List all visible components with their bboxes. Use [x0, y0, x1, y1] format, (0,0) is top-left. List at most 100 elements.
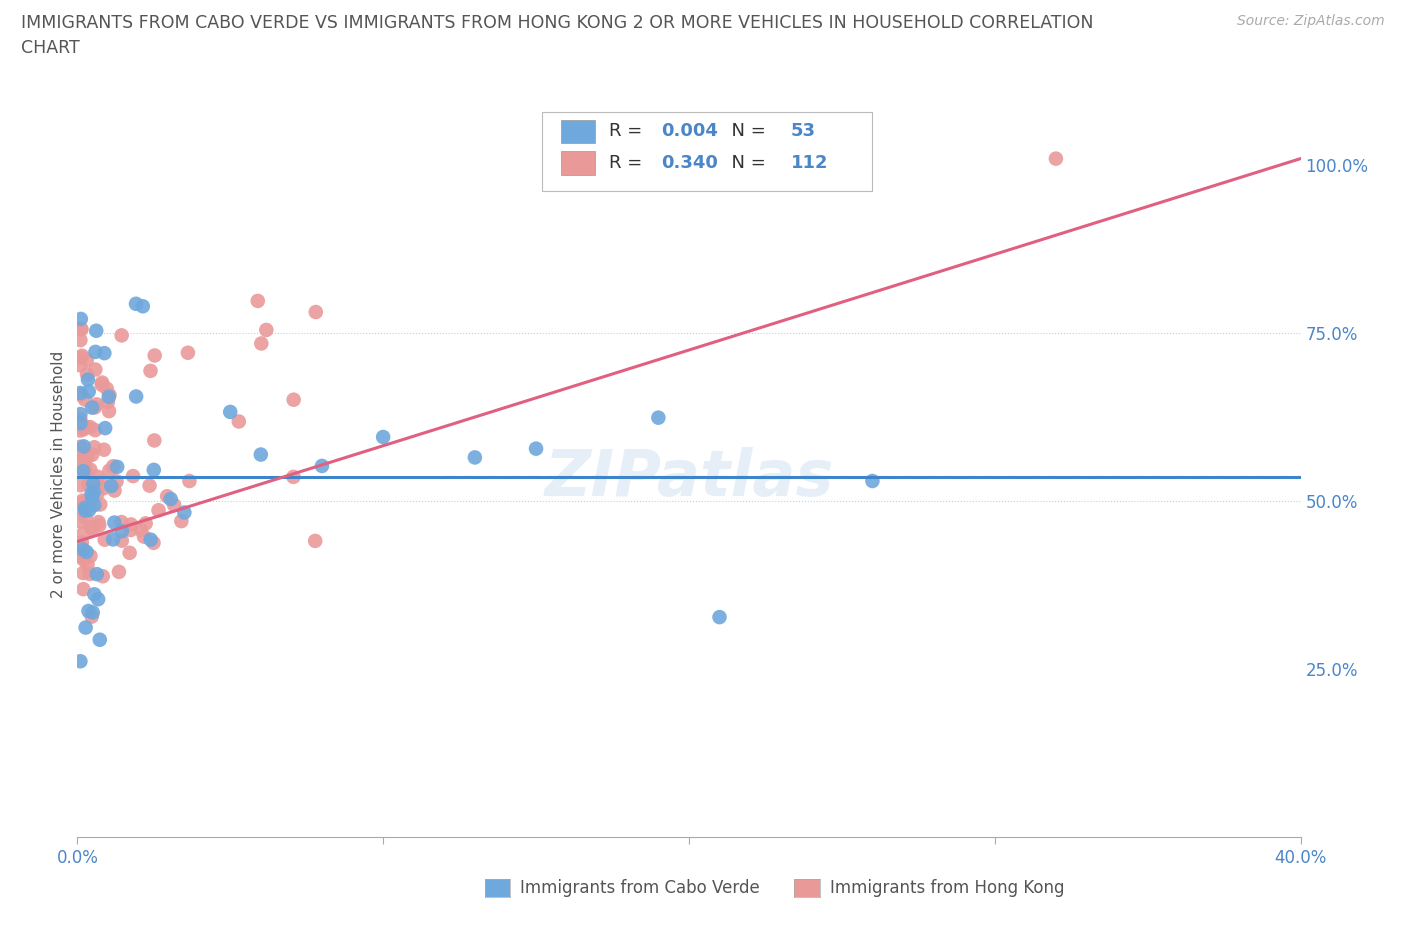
- Point: [83, 400, 105, 415]
- Y-axis label: 2 or more Vehicles in Household: 2 or more Vehicles in Household: [51, 351, 66, 598]
- Point: [69, 386, 91, 401]
- Point: [108, 565, 131, 579]
- Text: 112: 112: [790, 154, 828, 172]
- Text: R =: R =: [609, 122, 648, 140]
- Point: [70, 322, 93, 337]
- Point: [76, 449, 98, 464]
- Point: [69, 439, 91, 454]
- Point: [76, 367, 98, 382]
- Point: [69, 312, 91, 326]
- Point: [129, 523, 152, 538]
- Point: [75, 503, 97, 518]
- Point: [159, 492, 181, 507]
- Point: [110, 514, 132, 529]
- FancyBboxPatch shape: [543, 112, 873, 192]
- Point: [83, 485, 105, 499]
- Point: [75, 464, 97, 479]
- Point: [98, 388, 121, 403]
- Point: [77, 477, 100, 492]
- Point: [89, 518, 111, 533]
- Point: [84, 423, 107, 438]
- Point: [103, 515, 125, 530]
- Text: Immigrants from Cabo Verde: Immigrants from Cabo Verde: [520, 879, 761, 897]
- Point: [135, 516, 157, 531]
- Point: [82, 476, 104, 491]
- Point: [98, 463, 121, 478]
- Point: [93, 346, 115, 361]
- Point: [125, 297, 148, 312]
- Point: [250, 447, 273, 462]
- Point: [139, 364, 162, 379]
- Point: [91, 569, 114, 584]
- Bar: [561, 120, 595, 143]
- Point: [101, 532, 124, 547]
- Point: [72, 525, 94, 540]
- Point: [72, 582, 94, 597]
- Point: [86, 486, 108, 501]
- Point: [177, 345, 200, 360]
- Point: [72, 495, 94, 510]
- Point: [75, 511, 97, 525]
- Point: [173, 505, 195, 520]
- Point: [89, 497, 111, 512]
- Point: [305, 305, 328, 320]
- Text: Immigrants from Hong Kong: Immigrants from Hong Kong: [830, 879, 1064, 897]
- Point: [163, 498, 186, 512]
- Point: [69, 457, 91, 472]
- Point: [83, 440, 105, 455]
- Point: [75, 620, 97, 635]
- Text: 0.004: 0.004: [661, 122, 717, 140]
- Point: [76, 419, 98, 434]
- Point: [69, 387, 91, 402]
- Point: [142, 462, 165, 477]
- Bar: [561, 152, 595, 175]
- Point: [283, 470, 305, 485]
- Point: [132, 529, 155, 544]
- Text: N =: N =: [720, 122, 770, 140]
- Point: [91, 375, 114, 390]
- Text: 53: 53: [790, 122, 815, 140]
- Point: [84, 362, 107, 377]
- Point: [89, 632, 111, 647]
- Point: [103, 484, 125, 498]
- Point: [1045, 152, 1067, 166]
- Point: [69, 358, 91, 373]
- Point: [79, 566, 101, 581]
- Point: [103, 458, 125, 473]
- Point: [76, 557, 98, 572]
- Point: [97, 390, 120, 405]
- Point: [219, 405, 242, 419]
- Point: [73, 456, 96, 471]
- Point: [70, 350, 93, 365]
- Point: [69, 423, 91, 438]
- Point: [77, 502, 100, 517]
- Point: [76, 544, 98, 559]
- Point: [79, 462, 101, 477]
- Point: [69, 411, 91, 426]
- Point: [304, 534, 326, 549]
- Point: [86, 397, 108, 412]
- Text: 0.340: 0.340: [661, 154, 717, 172]
- Point: [77, 604, 100, 618]
- Point: [254, 323, 277, 338]
- Point: [93, 532, 115, 547]
- Point: [111, 533, 134, 548]
- Point: [138, 478, 160, 493]
- Point: [72, 542, 94, 557]
- Point: [170, 513, 193, 528]
- Point: [72, 552, 94, 567]
- Point: [148, 503, 170, 518]
- Point: [82, 447, 104, 462]
- Point: [96, 381, 118, 396]
- Point: [69, 514, 91, 529]
- Point: [80, 609, 103, 624]
- Text: ZIPatlas: ZIPatlas: [544, 447, 834, 509]
- Point: [120, 517, 142, 532]
- Point: [73, 422, 96, 437]
- Point: [72, 464, 94, 479]
- Point: [75, 445, 97, 460]
- Point: [69, 450, 91, 465]
- Point: [111, 328, 134, 343]
- Point: [105, 459, 128, 474]
- Point: [100, 479, 122, 494]
